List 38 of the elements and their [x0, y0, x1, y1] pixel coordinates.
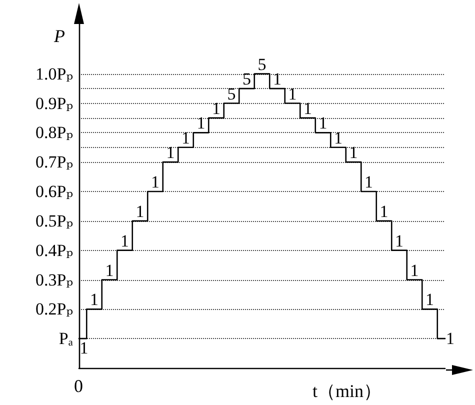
annotation: 1 — [304, 98, 312, 118]
annotation: 1 — [334, 128, 342, 148]
annotation: 1 — [395, 231, 404, 250]
y-axis-title: P — [53, 26, 65, 46]
annotation: 1 — [212, 98, 220, 118]
annotation: 1 — [273, 70, 282, 89]
annotation: 1 — [380, 202, 388, 221]
text: 1 — [446, 329, 454, 348]
y-tick-label: 1.0Pₚ — [35, 64, 74, 84]
annotation: 1 — [80, 338, 88, 358]
annotation: 1 — [349, 143, 358, 162]
annotation: 1 — [90, 290, 98, 310]
y-tick-label: 0.7Pₚ — [35, 152, 74, 172]
annotation: 1 — [410, 260, 419, 280]
text: 0 — [74, 376, 83, 396]
annotation: 1 — [288, 84, 297, 104]
annotation: 1 — [364, 172, 373, 192]
y-tick-label: 0.9Pₚ — [35, 94, 74, 113]
annotation: 1 — [196, 114, 206, 133]
y-tick-label: 0.5Pₚ — [35, 211, 74, 230]
annotation: 1 — [182, 128, 190, 148]
annotation: 1 — [318, 114, 328, 133]
annotation: 1 — [105, 260, 114, 280]
annotation: 5 — [258, 54, 266, 74]
annotation: 1 — [151, 172, 160, 192]
annotation: 5 — [242, 70, 251, 89]
y-tick-label: 0.4Pₚ — [35, 240, 74, 260]
y-tick-label: 0.2Pₚ — [35, 300, 74, 319]
annotation: 5 — [227, 84, 236, 104]
annotation: 1 — [166, 143, 175, 162]
y-tick-label: 0.8Pₚ — [35, 123, 74, 142]
annotation: 1 — [136, 202, 144, 221]
y-tick-label: 0.3Pₚ — [35, 270, 74, 290]
y-tick-label: Pₐ — [58, 329, 74, 348]
annotation: 1 — [120, 231, 129, 250]
y-tick-label: 0.6Pₚ — [35, 182, 74, 201]
x-axis-title: t（min） — [312, 381, 382, 401]
annotation: 1 — [426, 290, 434, 310]
